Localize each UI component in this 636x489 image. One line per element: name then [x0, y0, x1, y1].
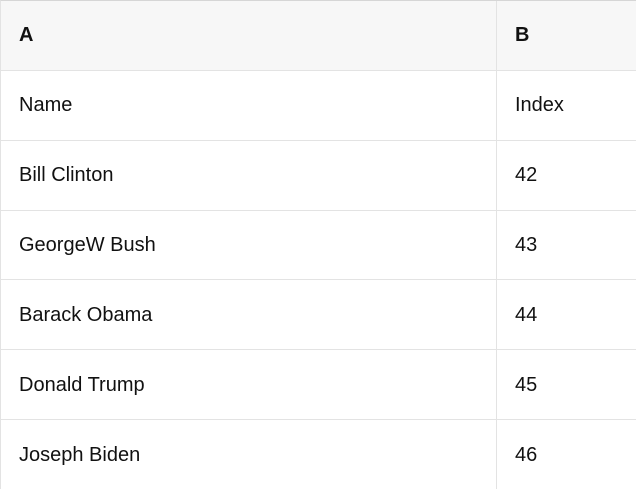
- table-cell-name[interactable]: Donald Trump: [1, 350, 497, 420]
- table-cell-index[interactable]: 46: [515, 443, 538, 466]
- table-cell-index[interactable]: Index: [515, 94, 564, 117]
- table-cell-index[interactable]: 43: [515, 234, 538, 256]
- table-cell-index[interactable]: 45: [515, 373, 538, 396]
- table-cell-index[interactable]: 42: [515, 164, 538, 187]
- table-row: GeorgeW Bush 43: [1, 210, 636, 281]
- column-header-b[interactable]: B: [515, 24, 530, 47]
- table-cell-index[interactable]: 44: [515, 303, 538, 326]
- column-header-row: A B: [1, 1, 636, 71]
- table-cell-name[interactable]: Name: [1, 70, 497, 140]
- table-row: Joseph Biden 46: [1, 420, 636, 489]
- table-row: Donald Trump 45: [1, 350, 636, 421]
- table-cell-name[interactable]: Joseph Biden: [1, 420, 497, 489]
- table-cell-name[interactable]: Barack Obama: [1, 280, 497, 350]
- table-row: Barack Obama 44: [1, 280, 636, 351]
- table-row: Bill Clinton 42: [1, 140, 636, 211]
- column-header-a[interactable]: A: [1, 1, 497, 70]
- table-row: Name Index: [1, 70, 636, 141]
- table-cell-name[interactable]: Bill Clinton: [1, 140, 497, 210]
- table-cell-name[interactable]: GeorgeW Bush: [1, 210, 497, 280]
